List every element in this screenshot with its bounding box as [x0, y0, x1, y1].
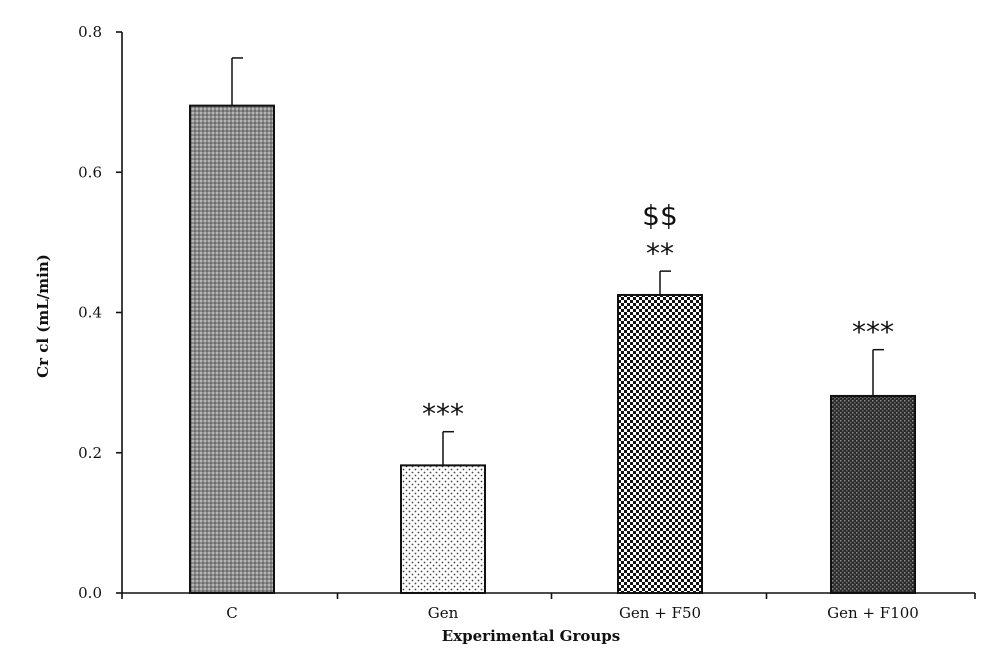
- bar: [400, 464, 486, 594]
- y-tick-label: 0.8: [78, 23, 102, 41]
- significance-mark: ***: [852, 316, 894, 349]
- x-tick-label: C: [226, 604, 237, 622]
- bar: [189, 104, 275, 594]
- y-tick-label: 0.2: [78, 444, 102, 462]
- significance-mark: ***: [422, 398, 464, 431]
- x-tick-label: Gen + F50: [619, 604, 701, 622]
- significance-mark: $$: [642, 199, 678, 232]
- y-tick-label: 0.4: [78, 304, 102, 322]
- x-axis-title: Experimental Groups: [442, 627, 620, 645]
- bar: [830, 394, 916, 595]
- bar: [617, 293, 703, 594]
- x-tick-label: Gen + F100: [827, 604, 919, 622]
- y-tick-label: 0.6: [78, 163, 102, 181]
- significance-mark: **: [646, 237, 674, 270]
- y-axis-title: Cr cl (mL/min): [34, 254, 52, 378]
- y-tick-label: 0.0: [78, 584, 102, 602]
- x-tick-label: Gen: [428, 604, 459, 622]
- plot-area: 0.0 0.2 0.4 0.6 0.8 C Gen *** Gen + F50 ** $$ Gen +…: [78, 23, 976, 622]
